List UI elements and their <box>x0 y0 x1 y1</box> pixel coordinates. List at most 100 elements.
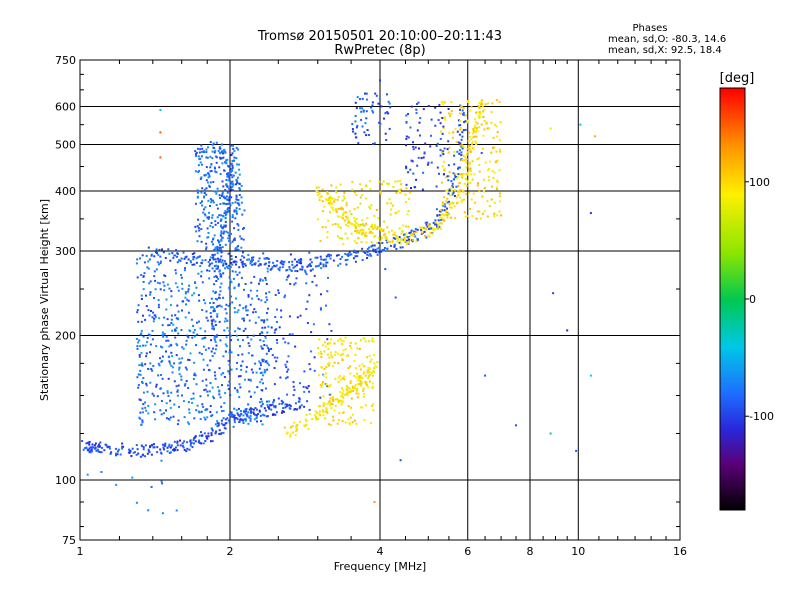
echo-point <box>211 429 214 432</box>
echo-point <box>190 318 193 321</box>
echo-point <box>343 211 346 214</box>
echo-point <box>217 149 220 152</box>
echo-point <box>149 334 151 337</box>
echo-point <box>184 296 187 299</box>
echo-point <box>306 265 309 268</box>
stats-heading: Phases <box>632 23 667 34</box>
colorbar-slice <box>720 304 745 306</box>
echo-point <box>201 403 204 406</box>
echo-point <box>397 189 400 192</box>
echo-point <box>204 214 207 217</box>
echo-point <box>393 243 396 246</box>
echo-point <box>365 222 368 225</box>
echo-point <box>270 408 273 411</box>
echo-point <box>215 430 218 433</box>
echo-point <box>459 196 462 199</box>
echo-point <box>225 303 228 306</box>
echo-point <box>282 401 285 404</box>
echo-point <box>142 377 145 380</box>
echo-point <box>183 384 186 387</box>
echo-point <box>287 404 290 407</box>
colorbar-slice <box>720 277 745 279</box>
echo-point <box>455 185 458 188</box>
echo-point <box>369 207 372 210</box>
echo-point <box>175 509 178 512</box>
echo-point <box>364 374 367 377</box>
echo-point <box>348 253 351 256</box>
echo-point <box>261 326 264 329</box>
echo-point <box>86 449 89 452</box>
echo-point <box>405 201 408 204</box>
echo-point <box>222 185 225 188</box>
echo-point <box>181 442 184 445</box>
colorbar-slice <box>720 155 745 157</box>
echo-point <box>368 246 371 249</box>
echo-point <box>354 220 356 223</box>
echo-point <box>234 270 237 273</box>
echo-point <box>141 407 144 410</box>
echo-point <box>195 151 198 154</box>
echo-point <box>375 241 378 244</box>
echo-point <box>232 174 235 177</box>
echo-point <box>168 252 171 255</box>
echo-point <box>136 347 139 350</box>
echo-point <box>352 250 355 253</box>
colorbar-slice <box>720 349 745 351</box>
echo-point <box>299 382 301 385</box>
colorbar-slice <box>720 465 745 467</box>
echo-point <box>186 421 189 424</box>
echo-point <box>407 210 410 213</box>
echo-point <box>206 364 209 367</box>
echo-point <box>258 367 261 370</box>
echo-point <box>459 106 462 109</box>
echo-point <box>179 444 182 447</box>
echo-point <box>380 229 383 232</box>
colorbar-slice <box>720 134 745 136</box>
echo-point <box>157 362 160 365</box>
colorbar-slice <box>720 351 745 353</box>
echo-point <box>355 194 358 196</box>
echo-point <box>491 185 493 188</box>
echo-point <box>472 127 475 130</box>
echo-point <box>405 225 407 228</box>
echo-point <box>259 278 262 281</box>
echo-point <box>310 261 313 264</box>
echo-point <box>258 410 261 413</box>
echo-point <box>347 405 350 408</box>
echo-point <box>360 232 363 235</box>
echo-point <box>152 446 155 449</box>
echo-point <box>150 253 153 256</box>
echo-point <box>233 260 236 263</box>
echo-point <box>227 179 230 182</box>
echo-point <box>416 129 419 132</box>
echo-point <box>315 284 318 287</box>
echo-point <box>299 420 302 423</box>
echo-point <box>355 376 358 379</box>
echo-point <box>167 355 170 358</box>
echo-point <box>375 94 378 97</box>
colorbar-slice <box>720 325 745 327</box>
echo-point <box>345 388 348 391</box>
echo-point <box>453 163 456 166</box>
echo-point <box>100 451 103 454</box>
echo-point <box>246 415 249 418</box>
echo-point <box>498 139 501 142</box>
echo-point <box>212 397 215 400</box>
echo-point <box>350 406 352 409</box>
echo-point <box>480 123 483 126</box>
echo-point <box>461 131 464 134</box>
echo-point <box>455 176 458 178</box>
echo-point <box>196 404 199 407</box>
echo-point <box>221 246 224 249</box>
echo-point <box>222 355 225 358</box>
echo-point <box>178 405 180 408</box>
echo-point <box>311 280 314 283</box>
echo-point <box>452 136 454 139</box>
echo-point <box>458 152 461 155</box>
echo-point <box>245 408 248 410</box>
echo-point <box>397 210 400 213</box>
colorbar-slice <box>720 466 745 468</box>
echo-point <box>230 415 233 418</box>
echo-point <box>183 416 186 419</box>
echo-point <box>346 237 349 240</box>
